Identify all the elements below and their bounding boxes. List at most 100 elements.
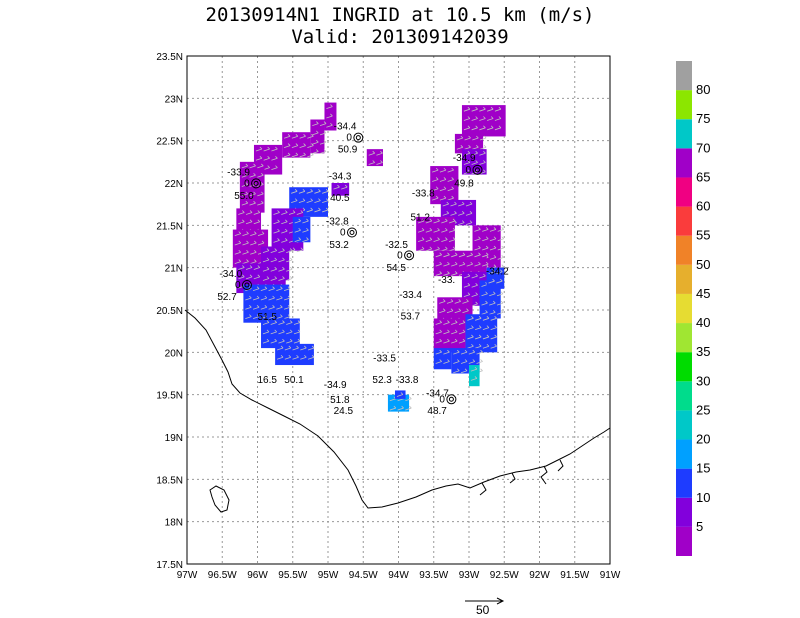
wind-barb [467, 334, 474, 340]
wind-cell [461, 149, 487, 175]
wind-barb [471, 283, 478, 288]
wind-barb [496, 278, 503, 284]
y-tick-label: 22.5N [156, 137, 183, 148]
wind-barb [476, 349, 483, 355]
scale-arrow: 50 [465, 597, 505, 617]
colorbar-swatch [676, 439, 692, 469]
y-tick-label: 18.5N [156, 475, 183, 486]
wind-barb [376, 160, 383, 165]
wind-barb [482, 316, 490, 321]
wind-barb [302, 227, 309, 233]
wind-barb [442, 201, 450, 207]
wind-barb [286, 329, 293, 335]
wind-barb [433, 246, 440, 252]
y-tick-label: 22N [165, 179, 183, 190]
wind-barb [283, 152, 291, 158]
wind-barb [465, 220, 473, 226]
colorbar-label: 60 [696, 199, 710, 214]
wind-barb [238, 274, 245, 280]
wind-barb [456, 135, 464, 141]
wind-barb [312, 149, 319, 154]
wind-barb [450, 211, 457, 216]
station-label: -33.8 [396, 375, 419, 386]
wind-barb [470, 366, 478, 372]
wind-barb [298, 198, 306, 204]
wind-barb [474, 261, 481, 267]
wind-barb [435, 252, 442, 258]
wind-barb [479, 160, 486, 165]
wind-barb [443, 320, 450, 325]
wind-barb [268, 314, 275, 319]
wind-barb [368, 150, 375, 156]
wind-barb [299, 133, 306, 139]
station-label: 55.0 [234, 191, 254, 202]
wind-barb [281, 238, 288, 243]
colorbar-swatch [676, 119, 692, 149]
wind-barb [250, 249, 257, 255]
x-tick-label: 93W [459, 570, 480, 581]
wind-barb [447, 167, 454, 173]
station-symbol-inner [448, 396, 454, 402]
colorbar-label: 10 [696, 490, 710, 505]
wind-barb [245, 274, 253, 280]
wind-barb [307, 152, 314, 158]
colorbar-label: 5 [696, 519, 703, 534]
wind-barb [494, 116, 502, 121]
wind-barb [433, 227, 440, 233]
wind-barb [458, 220, 465, 226]
y-tick-label: 23N [165, 94, 183, 105]
colorbar-label: 40 [696, 315, 710, 330]
wind-barb [276, 295, 283, 301]
wind-barb [471, 273, 478, 279]
wind-barb [273, 228, 280, 234]
wind-barb [458, 211, 465, 216]
wind-barb [446, 299, 454, 304]
station-label: 0 [235, 280, 241, 291]
wind-barb [439, 195, 447, 201]
wind-barb [283, 305, 291, 310]
wind-barb [439, 186, 447, 192]
y-tick-label: 19.5N [156, 391, 183, 402]
colorbar-swatch [676, 90, 692, 120]
wind-barb [464, 145, 471, 150]
wind-barb [432, 195, 439, 201]
wind-barb [286, 320, 293, 325]
wind-barb [458, 329, 466, 335]
wind-barb [443, 338, 450, 344]
wind-barb [490, 343, 497, 349]
wind-barb [454, 299, 462, 304]
x-tick-label: 91.5W [560, 570, 589, 581]
wind-barb [453, 368, 460, 374]
wind-cell [366, 149, 383, 167]
wind-barb [451, 320, 458, 325]
wind-barb [396, 392, 404, 397]
wind-barb [432, 186, 439, 192]
wind-barb [463, 283, 471, 288]
wind-barb [450, 201, 457, 207]
wind-barb [270, 248, 277, 253]
wind-barb [326, 122, 333, 128]
wind-barb [471, 150, 478, 156]
wind-barb [482, 252, 489, 258]
wind-barb [242, 231, 249, 237]
wind-barb [441, 246, 448, 252]
wind-barb [466, 252, 473, 258]
wind-barb [319, 130, 327, 136]
wind-barb [496, 310, 504, 315]
station-label: -33.5 [373, 354, 396, 365]
wind-barb [425, 227, 433, 233]
wind-barb [249, 191, 256, 197]
wind-barb [242, 249, 249, 255]
wind-barb [270, 276, 277, 281]
wind-barb [476, 359, 483, 364]
wind-barb [435, 329, 442, 335]
wind-barb [482, 334, 490, 340]
wind-barb [435, 338, 442, 344]
wind-barb [262, 266, 270, 272]
wind-barb [291, 133, 299, 139]
wind-speed-cells [232, 102, 506, 412]
x-tick-label: 91W [600, 570, 621, 581]
station-label: 48.7 [427, 406, 447, 417]
wind-barb [288, 210, 296, 215]
wind-barb [245, 305, 252, 310]
